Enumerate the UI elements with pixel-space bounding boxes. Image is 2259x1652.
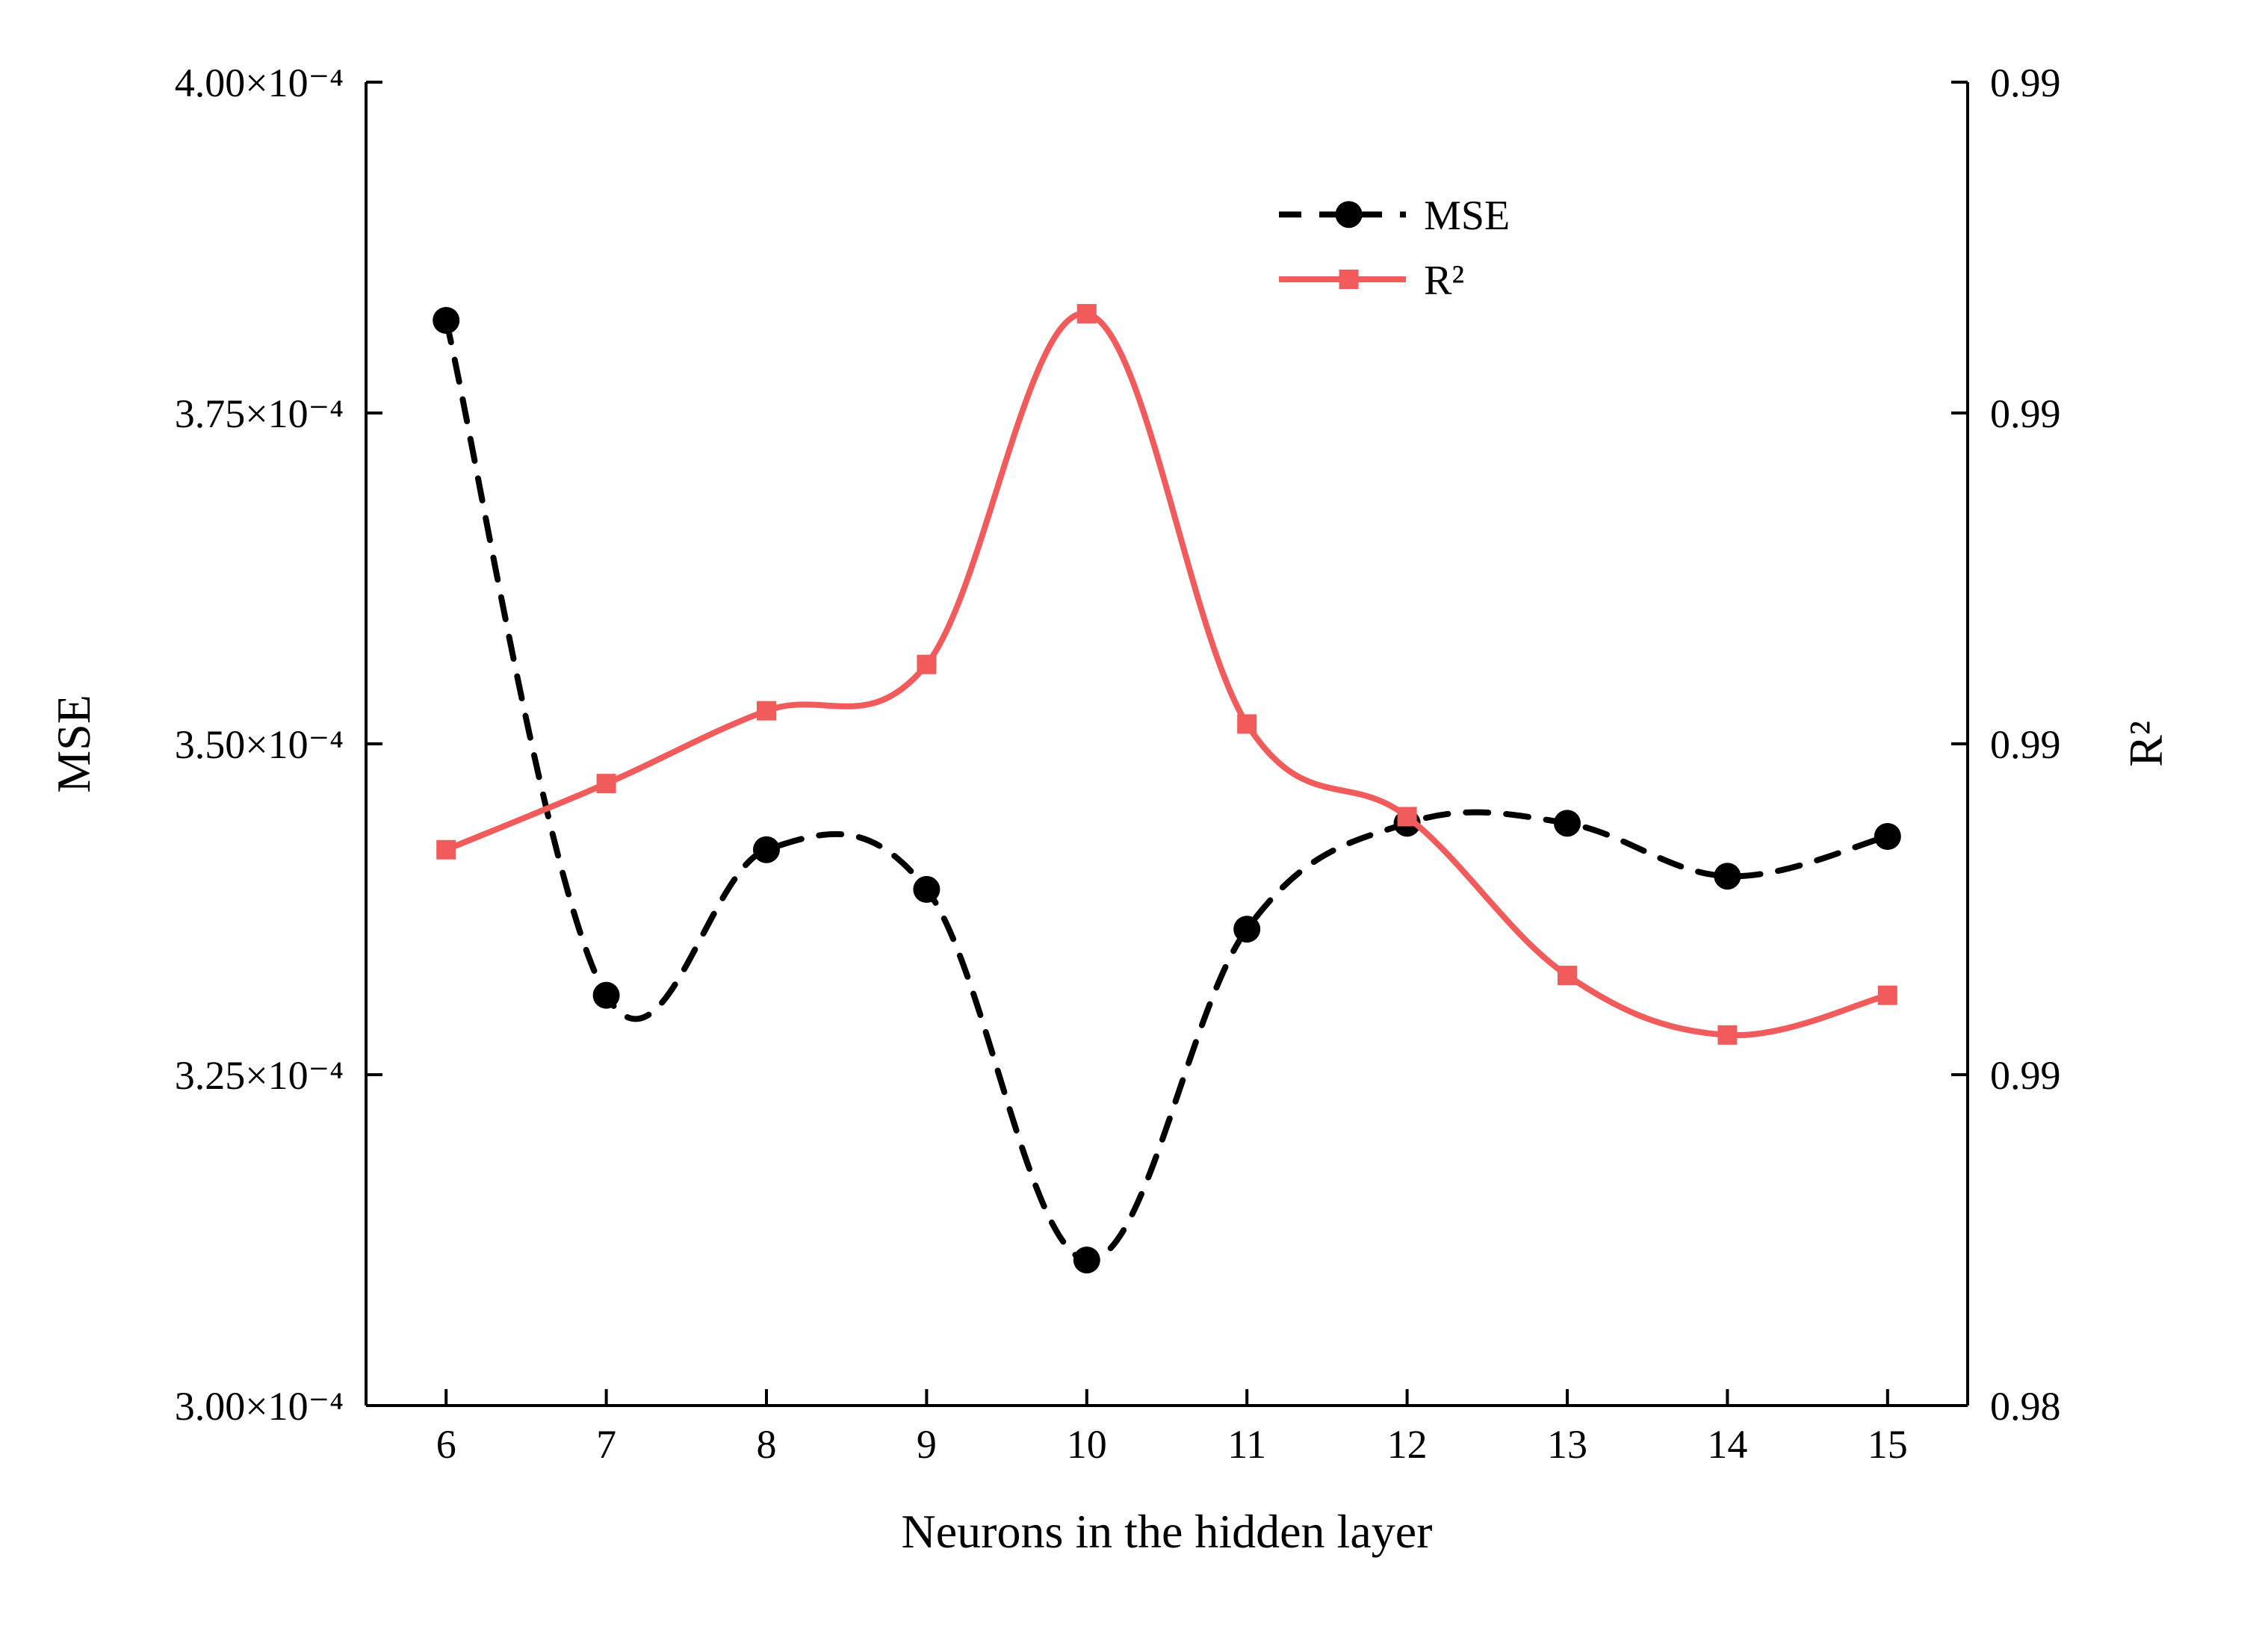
- svg-text:0.98: 0.98: [1990, 1384, 2061, 1429]
- marker-R²: [1878, 986, 1897, 1005]
- legend-label-MSE: MSE: [1424, 193, 1510, 239]
- svg-text:9: 9: [917, 1422, 937, 1467]
- marker-R²: [1558, 966, 1577, 985]
- marker-MSE: [433, 307, 459, 334]
- svg-text:0.99: 0.99: [1990, 722, 2061, 767]
- svg-text:3.50×10⁻⁴: 3.50×10⁻⁴: [175, 722, 344, 767]
- marker-R²: [1717, 1025, 1737, 1045]
- marker-MSE: [1233, 916, 1260, 943]
- svg-text:4.00×10⁻⁴: 4.00×10⁻⁴: [175, 60, 344, 105]
- chart-svg: 6 7 8 9 10 11 12 13 14 15 Neurons in the hidden la…: [0, 0, 2259, 1652]
- marker-MSE: [1874, 823, 1901, 850]
- svg-text:15: 15: [1868, 1422, 1908, 1467]
- marker-R²: [436, 840, 456, 860]
- marker-MSE: [1073, 1246, 1100, 1273]
- marker-MSE: [913, 876, 940, 903]
- svg-text:14: 14: [1707, 1422, 1747, 1467]
- svg-text:3.25×10⁻⁴: 3.25×10⁻⁴: [175, 1053, 344, 1098]
- marker-MSE: [593, 982, 620, 1009]
- y-right-axis-label: R²: [2119, 721, 2172, 767]
- svg-text:11: 11: [1227, 1422, 1266, 1467]
- marker-R²: [917, 655, 936, 674]
- marker-R²: [1398, 807, 1417, 826]
- svg-text:3.75×10⁻⁴: 3.75×10⁻⁴: [175, 391, 344, 436]
- svg-text:0.99: 0.99: [1990, 1053, 2061, 1098]
- marker-R²: [757, 701, 776, 721]
- marker-R²: [597, 774, 616, 793]
- svg-text:10: 10: [1067, 1422, 1107, 1467]
- marker-R²: [1237, 714, 1256, 733]
- svg-text:3.00×10⁻⁴: 3.00×10⁻⁴: [175, 1384, 344, 1429]
- svg-text:0.99: 0.99: [1990, 391, 2061, 436]
- marker-MSE: [753, 836, 780, 863]
- svg-text:6: 6: [436, 1422, 456, 1467]
- svg-text:13: 13: [1547, 1422, 1587, 1467]
- marker-R²: [1077, 304, 1097, 323]
- y-left-axis-label: MSE: [47, 695, 100, 793]
- marker-MSE: [1554, 810, 1581, 836]
- svg-text:8: 8: [757, 1422, 777, 1467]
- svg-text:12: 12: [1387, 1422, 1428, 1467]
- legend-label-R²: R²: [1424, 258, 1464, 304]
- chart-container: 6 7 8 9 10 11 12 13 14 15 Neurons in the hidden la…: [0, 0, 2259, 1652]
- svg-text:7: 7: [596, 1422, 616, 1467]
- x-axis-label: Neurons in the hidden layer: [902, 1505, 1433, 1558]
- marker-MSE: [1714, 863, 1741, 889]
- svg-text:0.99: 0.99: [1990, 60, 2061, 105]
